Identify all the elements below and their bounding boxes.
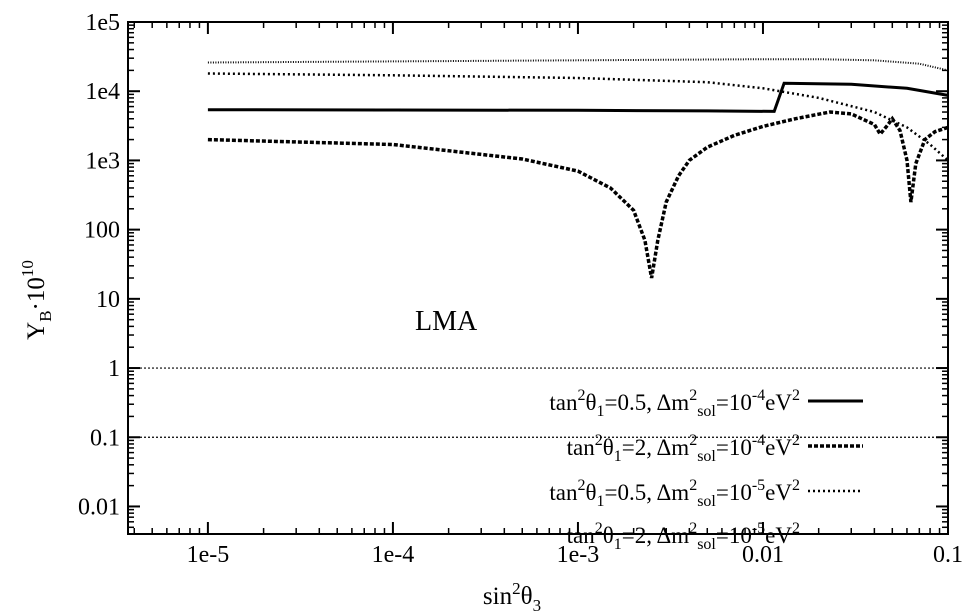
series-line-2 xyxy=(207,110,949,279)
y-tick-label: 1e5 xyxy=(85,10,120,36)
reference-lines xyxy=(128,367,948,438)
y-tick-label: 10 xyxy=(96,287,120,313)
x-tick-label: 0.1 xyxy=(933,542,962,568)
series-line-3 xyxy=(207,72,949,162)
legend-label-4: tan2θ1=2, Δm2sol=10-5eV2 xyxy=(567,520,800,553)
axes: 1e-5 1e-4 1e-3 0.01 0.1 0.01 0.1 1 10 100 1e3 1e4 1e… xyxy=(78,10,962,568)
series-line-4 xyxy=(207,58,949,72)
y-tick-label: 100 xyxy=(84,218,120,244)
series-line-1 xyxy=(207,81,949,113)
y-tick-label: 0.01 xyxy=(78,494,120,520)
x-axis-label: sin2θ3 xyxy=(483,579,541,611)
x-tick-label: 1e-4 xyxy=(372,542,415,568)
x-tick-label: 1e-5 xyxy=(187,542,230,568)
legend-label-3: tan2θ1=0.5, Δm2sol=10-5eV2 xyxy=(549,477,800,510)
y-tick-label: 0.1 xyxy=(90,425,120,451)
x-tick-label: 0.01 xyxy=(742,542,784,568)
legend-label-2: tan2θ1=2, Δm2sol=10-4eV2 xyxy=(567,432,800,465)
y-tick-label: 1e3 xyxy=(85,148,120,174)
annotation-label: LMA xyxy=(415,306,478,337)
y-axis-label: YB·1010 xyxy=(18,260,55,340)
legend-label-1: tan2θ1=0.5, Δm2sol=10-4eV2 xyxy=(549,387,800,420)
y-tick-label: 1 xyxy=(108,356,120,382)
plot-frame xyxy=(127,21,949,535)
series-layer xyxy=(207,58,949,279)
legend: tan2θ1=0.5, Δm2sol=10-4eV2 tan2θ1=2, Δm2s… xyxy=(549,387,863,553)
x-tick-label: 1e-3 xyxy=(557,542,600,568)
y-tick-label: 1e4 xyxy=(85,79,120,105)
